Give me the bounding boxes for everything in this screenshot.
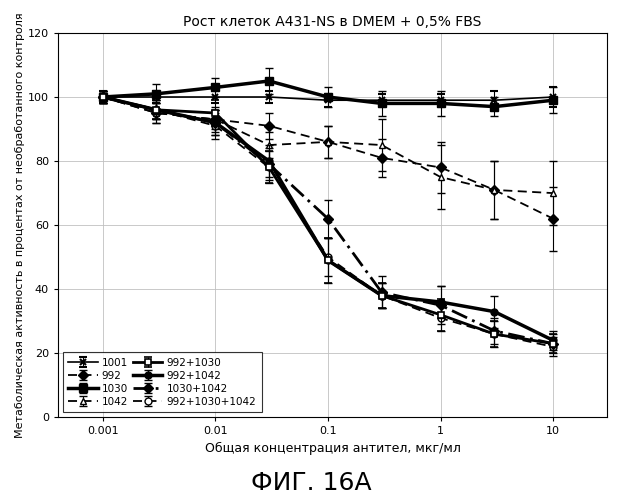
- Legend: 1001, 992, 1030, 1042, 992+1030, 992+1042, 1030+1042, 992+1030+1042: 1001, 992, 1030, 1042, 992+1030, 992+104…: [63, 352, 262, 412]
- X-axis label: Общая концентрация антител, мкг/мл: Общая концентрация антител, мкг/мл: [205, 442, 460, 455]
- Text: ФИГ. 16А: ФИГ. 16А: [251, 471, 371, 495]
- Title: Рост клеток A431-NS в DMEM + 0,5% FBS: Рост клеток A431-NS в DMEM + 0,5% FBS: [183, 15, 481, 29]
- Y-axis label: Метаболическая активность в процентах от необработанного контроля: Метаболическая активность в процентах от…: [15, 12, 25, 438]
